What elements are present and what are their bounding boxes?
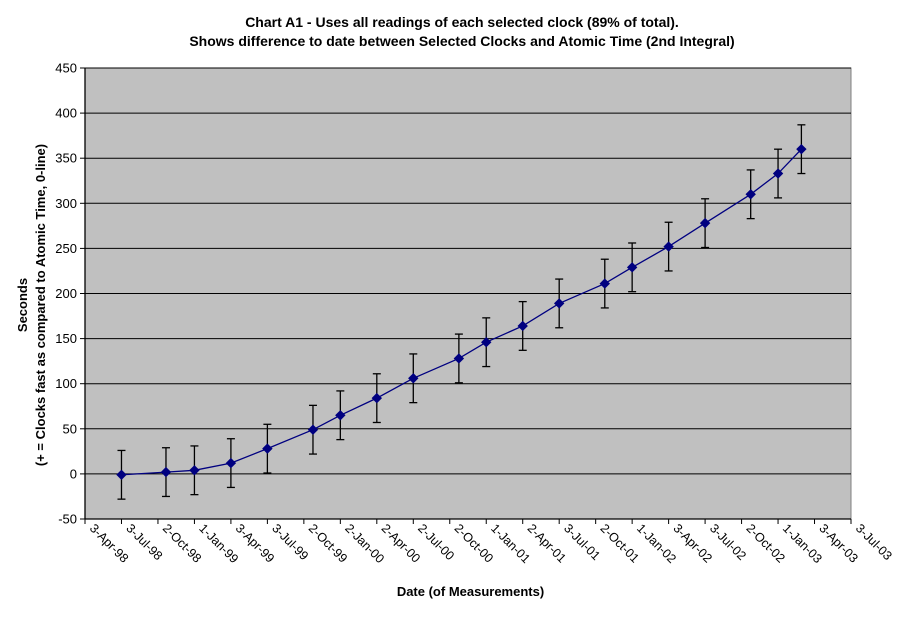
data-point-marker: [160, 466, 172, 478]
y-tick-label: -50: [58, 512, 77, 527]
x-tick-label: 3-Apr-02: [670, 521, 714, 565]
data-point-marker: [481, 337, 492, 348]
x-tick-label: 2-Apr-00: [379, 521, 423, 565]
y-tick-label: 450: [55, 61, 77, 76]
y-tick-label: 50: [63, 421, 77, 436]
y-tick-label: 0: [70, 466, 77, 481]
data-point-marker: [796, 143, 807, 155]
x-tick-label: 2-Oct-01: [598, 521, 642, 565]
x-tick-label: 2-Oct-98: [160, 521, 204, 565]
data-point-marker: [371, 392, 383, 404]
data-point-marker: [553, 298, 565, 309]
y-tick-label: 100: [55, 376, 77, 391]
x-tick-label: 3-Apr-03: [816, 521, 860, 565]
y-tick-label: 350: [55, 151, 77, 166]
data-point-marker: [225, 457, 237, 469]
y-tick-label: 400: [55, 106, 77, 121]
x-tick-label: 1-Jan-03: [780, 521, 825, 566]
y-tick-label: 200: [55, 286, 77, 301]
data-point-marker: [189, 465, 200, 476]
x-tick-label: 2-Oct-99: [306, 521, 350, 565]
data-point-marker: [517, 320, 528, 332]
data-point-marker: [699, 217, 711, 229]
x-tick-label: 1-Jan-01: [488, 521, 533, 566]
x-tick-label: 3-Apr-99: [233, 521, 277, 565]
data-point-marker: [745, 189, 756, 200]
x-tick-label: 2-Oct-00: [452, 521, 496, 565]
x-tick-label: 3-Apr-98: [87, 521, 131, 565]
data-point-marker: [626, 262, 638, 273]
x-tick-label: 2-Oct-02: [743, 521, 787, 565]
x-axis-title: Date (of Measurements): [396, 584, 545, 599]
y-tick-label: 150: [55, 331, 77, 346]
data-point-marker: [599, 278, 610, 289]
data-point-marker: [307, 424, 319, 435]
x-tick-label: 1-Jan-02: [634, 521, 679, 566]
x-tick-label: 1-Jan-99: [196, 521, 241, 566]
x-tick-label: 2-Jan-00: [342, 521, 387, 566]
y-tick-label: 250: [55, 241, 77, 256]
data-point-marker: [262, 443, 273, 454]
data-point-marker: [335, 410, 346, 421]
data-point-marker: [772, 168, 784, 179]
chart-title-line2: Shows difference to date between Selecte…: [189, 33, 735, 49]
chart-title: Chart A1 - Uses all readings of each sel…: [0, 13, 911, 51]
x-tick-label: 2-Apr-01: [525, 521, 569, 565]
chart-title-line1: Chart A1 - Uses all readings of each sel…: [245, 14, 679, 30]
data-point-marker: [453, 353, 465, 364]
series-line: [121, 148, 802, 476]
data-point-marker: [408, 373, 419, 384]
data-point-marker: [116, 469, 127, 481]
data-point-marker: [663, 241, 674, 252]
y-tick-label: 300: [55, 196, 77, 211]
